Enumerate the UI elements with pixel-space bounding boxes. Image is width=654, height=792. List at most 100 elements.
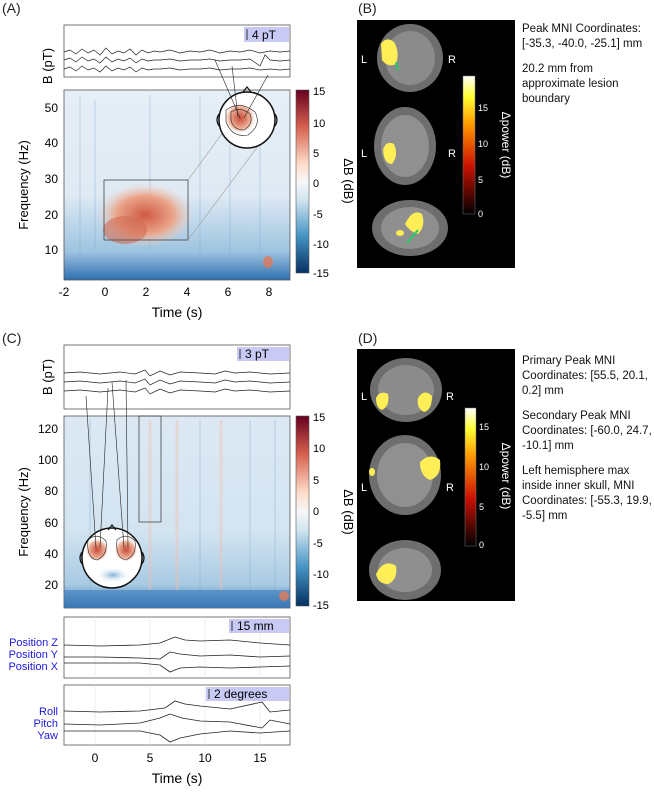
panel-a-ytick-10: 10 [45, 243, 59, 257]
panel-c-cbar-tick-m15: -15 [313, 600, 329, 612]
panel-d-left-label-1: L [361, 391, 367, 403]
panel-d-cbar-tick-5: 5 [479, 502, 484, 512]
panel-a-ytick-20: 20 [45, 208, 59, 222]
panel-c-cbar-tick-m10: -10 [313, 569, 329, 581]
panel-d-brain-images [357, 349, 515, 601]
panel-d-cbar-tick-10: 10 [479, 462, 489, 472]
panel-b-colorbar-label: Δpower (dB) [499, 112, 513, 179]
panel-a-ytick-30: 30 [45, 172, 59, 186]
panel-c-cbar-tick-10: 10 [313, 443, 325, 455]
panel-d-colorbar-label: Δpower (dB) [499, 443, 513, 510]
panel-a-scalebar-label: 4 pT [252, 28, 277, 42]
panel-d-cbar-tick-0: 0 [479, 540, 484, 550]
panel-b-right-label-1: R [448, 54, 456, 66]
panel-a-cbar-tick-m5: -5 [313, 209, 323, 221]
panel-c-xtick-5: 5 [147, 751, 154, 765]
panel-b-label: (B) [358, 0, 377, 16]
panel-d-colorbar [464, 407, 477, 547]
panel-c-ytick-40: 40 [45, 547, 59, 561]
panel-b-lesion-distance: 20.2 mm from approximate lesion boundary [522, 63, 619, 105]
yaw-label: Yaw [37, 730, 58, 742]
panel-a-ytick-40: 40 [45, 136, 59, 150]
panel-c-xtick-15: 15 [253, 751, 267, 765]
panel-d-left-label-2: L [361, 482, 367, 494]
panel-a-signal-ylabel: B (pT) [40, 48, 55, 84]
panel-d-primary-peak: Primary Peak MNI Coordinates: [55.5, 20.… [522, 355, 648, 397]
panel-b-left-label-1: L [361, 54, 367, 66]
panel-c-cbar-tick-0: 0 [313, 506, 319, 518]
panel-b-cbar-tick-15: 15 [478, 103, 488, 113]
panel-a-signal [63, 24, 291, 78]
panel-c-signal [63, 344, 291, 410]
panel-a-ytick-50: 50 [45, 101, 59, 115]
panel-b-colorbar [462, 75, 476, 215]
panel-c-rotation-labels: Roll Pitch Yaw [34, 706, 59, 742]
panel-c-xtick-0: 0 [92, 751, 99, 765]
panel-a-xtick-0: 0 [102, 285, 109, 299]
panel-c-rotation-scalebar: 2 degrees [214, 687, 267, 701]
panel-c-xticks: 0 5 10 15 [92, 751, 267, 765]
panel-d-secondary-peak: Secondary Peak MNI Coordinates: [-60.0, … [522, 410, 652, 452]
panel-c-colorbar-label: ΔB (dB) [341, 489, 356, 535]
panel-c-position-plot [63, 616, 291, 679]
panel-a-xtick-4: 4 [184, 285, 191, 299]
panel-c-position-scalebar: 15 mm [237, 619, 274, 633]
panel-c-cbar-tick-m5: -5 [313, 538, 323, 550]
panel-c-xtick-10: 10 [198, 751, 212, 765]
panel-a-xtick-m2: -2 [59, 285, 70, 299]
roll-label: Roll [39, 706, 58, 718]
panel-d-cbar-tick-15: 15 [479, 422, 489, 432]
panel-c-ytick-100: 100 [38, 453, 58, 467]
panel-c-cbar-tick-15: 15 [313, 412, 325, 424]
panel-c-position-labels: Position Z Position Y Position X [8, 637, 58, 673]
panel-b-cbar-tick-5: 5 [478, 175, 483, 185]
panel-c-ytick-60: 60 [45, 516, 59, 530]
panel-b-side-labels: L R L R [361, 54, 456, 160]
panel-c-scalebar-label: 3 pT [245, 347, 270, 361]
panel-a-cbar-tick-5: 5 [313, 148, 319, 160]
panel-c-ytick-120: 120 [38, 422, 58, 436]
panel-a-cbar-tick-10: 10 [313, 118, 325, 130]
panel-d-annotations: Primary Peak MNI Coordinates: [55.5, 20.… [522, 354, 652, 534]
panel-a-colorbar-label: ΔB (dB) [341, 158, 356, 204]
panel-c-ytick-80: 80 [45, 484, 59, 498]
panel-b-annotations: Peak MNI Coordinates: [-35.3, -40.0, -25… [522, 22, 652, 117]
panel-b-left-label-2: L [361, 148, 367, 160]
panel-c-colorbar [295, 415, 310, 607]
panel-a-xtick-6: 6 [225, 285, 232, 299]
panel-b-brain-images [357, 20, 515, 268]
panel-a-colorbar-ticks: 15 10 5 0 -5 -10 -15 [313, 86, 329, 280]
panel-d-colorbar-ticks: 15 10 5 0 [479, 422, 489, 550]
panel-d-label: (D) [358, 330, 378, 346]
panel-c-cbar-tick-5: 5 [313, 475, 319, 487]
position-z-label: Position Z [9, 637, 58, 649]
panel-d-right-label-1: R [446, 391, 454, 403]
panel-a-yticks: 10 20 30 40 50 [45, 101, 59, 257]
panel-b-cbar-tick-10: 10 [478, 139, 488, 149]
panel-c-rotation-plot [63, 684, 291, 746]
panel-a-xticks: -2 0 2 4 6 8 [59, 285, 273, 299]
panel-a-cbar-tick-m10: -10 [313, 239, 329, 251]
panel-c-topomap [79, 379, 145, 589]
panel-c-ylabel: Frequency (Hz) [16, 467, 31, 557]
panel-b-cbar-tick-0: 0 [478, 209, 483, 219]
panel-c-label: (C) [2, 330, 22, 346]
panel-c-yticks: 20 40 60 80 100 120 [38, 422, 58, 592]
panel-d-right-label-2: R [446, 482, 454, 494]
panel-a-cbar-tick-15: 15 [313, 86, 325, 98]
panel-a-cbar-tick-0: 0 [313, 178, 319, 190]
panel-b-colorbar-ticks: 15 10 5 0 [478, 103, 488, 219]
panel-a-cbar-tick-m15: -15 [313, 268, 329, 280]
panel-b-peak-coordinates: Peak MNI Coordinates: [-35.3, -40.0, -25… [522, 23, 643, 50]
panel-a-ylabel: Frequency (Hz) [16, 140, 31, 230]
panel-a-colorbar [295, 89, 310, 274]
panel-a-topomap [214, 59, 278, 149]
panel-a-xtick-8: 8 [266, 285, 273, 299]
pitch-label: Pitch [34, 718, 58, 730]
panel-a-xlabel: Time (s) [152, 304, 203, 320]
panel-c-xlabel: Time (s) [152, 770, 203, 786]
panel-c-ytick-20: 20 [45, 578, 59, 592]
panel-c-colorbar-ticks: 15 10 5 0 -5 -10 -15 [313, 412, 329, 612]
panel-b-right-label-2: R [448, 148, 456, 160]
position-x-label: Position X [8, 661, 58, 673]
